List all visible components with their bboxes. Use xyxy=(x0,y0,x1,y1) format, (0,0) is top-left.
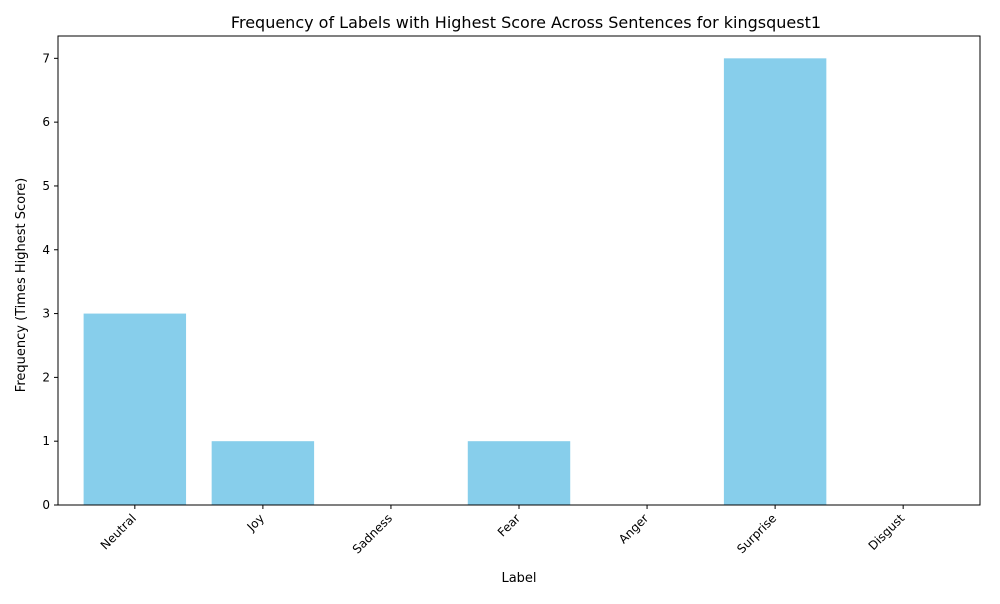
x-tick-label: Joy xyxy=(244,511,267,534)
y-tick-label: 0 xyxy=(42,498,50,512)
y-tick-label: 7 xyxy=(42,51,50,65)
x-tick-label: Neutral xyxy=(98,511,139,552)
bar-neutral xyxy=(83,313,187,505)
x-axis-label: Label xyxy=(501,571,536,586)
bars-layer xyxy=(83,58,827,505)
x-tick-label: Disgust xyxy=(866,511,908,553)
x-tick-label: Sadness xyxy=(350,511,395,556)
bar-fear xyxy=(467,441,571,505)
y-tick-label: 5 xyxy=(42,179,50,193)
bar-surprise xyxy=(723,58,827,505)
y-axis-label: Frequency (Times Highest Score) xyxy=(14,178,29,392)
y-tick-label: 2 xyxy=(42,370,50,384)
x-tick-label: Surprise xyxy=(734,511,779,556)
y-tick-label: 6 xyxy=(42,115,50,129)
y-tick-label: 1 xyxy=(42,434,50,448)
y-tick-label: 4 xyxy=(42,243,50,257)
x-tick-label: Anger xyxy=(616,511,651,546)
chart-title: Frequency of Labels with Highest Score A… xyxy=(231,13,821,32)
plot-frame xyxy=(57,35,981,506)
y-tick-label: 3 xyxy=(42,307,50,321)
x-tick-label: Fear xyxy=(495,511,523,539)
bar-joy xyxy=(211,441,315,505)
